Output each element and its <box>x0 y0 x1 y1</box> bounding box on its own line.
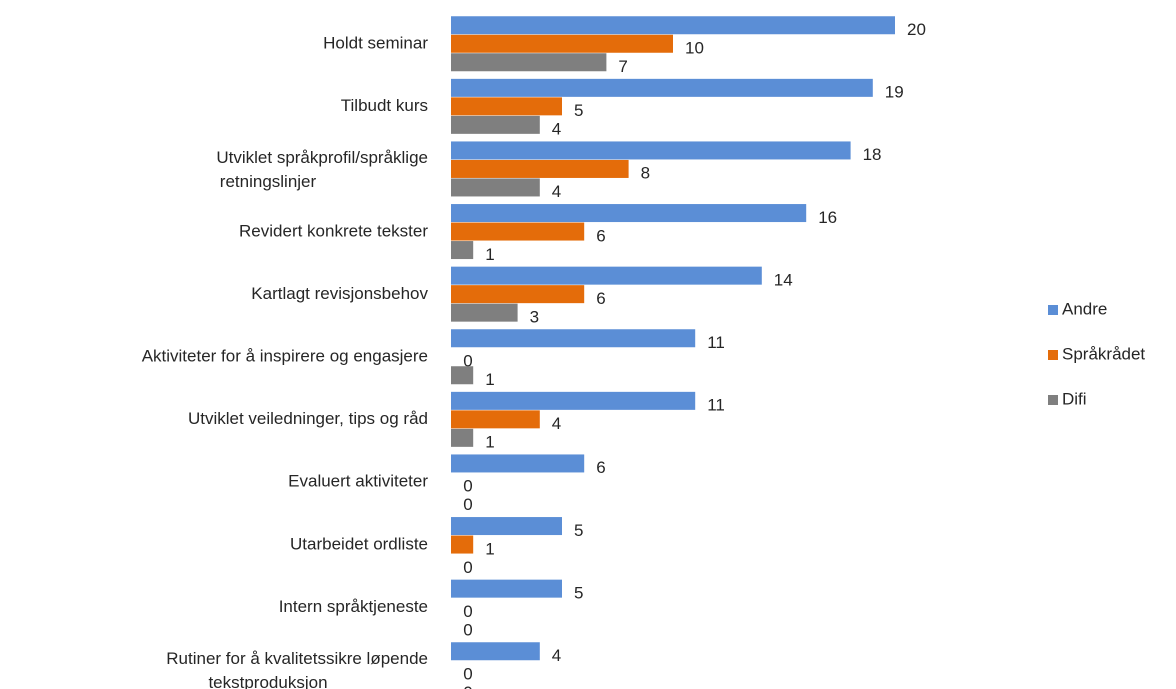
category-label: Utarbeidet ordliste <box>290 534 428 553</box>
bar <box>451 241 474 260</box>
value-label: 1 <box>485 539 494 558</box>
label-line: Utviklet språkprofil/språklige <box>216 149 428 168</box>
legend-swatch <box>1048 395 1058 405</box>
bar <box>451 285 585 304</box>
bar <box>451 410 540 429</box>
value-label: 18 <box>863 145 882 164</box>
value-label: 5 <box>574 101 583 120</box>
legend-swatch <box>1048 305 1058 315</box>
legend-label: Difi <box>1062 389 1087 408</box>
value-label: 4 <box>552 182 561 201</box>
value-label: 14 <box>774 270 793 289</box>
value-label: 1 <box>485 370 494 389</box>
value-label: 16 <box>818 208 837 227</box>
value-label: 19 <box>885 83 904 102</box>
value-label: 4 <box>552 414 561 433</box>
bar <box>451 579 562 598</box>
bar <box>451 178 540 197</box>
bar <box>451 16 895 35</box>
value-label: 0 <box>463 495 472 514</box>
value-label: 1 <box>485 245 494 264</box>
value-label: 3 <box>530 307 539 326</box>
bar <box>451 454 585 473</box>
label-line: tekstproduksjon <box>208 673 327 689</box>
category-label: Evaluert aktiviteter <box>288 472 428 491</box>
category-label: Kartlagt revisjonsbehov <box>251 284 428 303</box>
bar <box>451 141 851 160</box>
value-label: 6 <box>596 289 605 308</box>
bar <box>451 53 607 72</box>
bar <box>451 159 629 178</box>
bar <box>451 222 585 241</box>
bar <box>451 428 474 447</box>
category-label: Utviklet språkprofil/språklige retningsli… <box>216 149 428 192</box>
value-label: 6 <box>596 458 605 477</box>
value-label: 0 <box>463 558 472 577</box>
value-label: 4 <box>552 120 561 139</box>
bar <box>451 115 540 134</box>
value-label: 6 <box>596 226 605 245</box>
bar <box>451 642 540 661</box>
category-label: Utviklet veiledninger, tips og råd <box>188 409 428 428</box>
legend-swatch <box>1048 350 1058 360</box>
value-label: 4 <box>552 646 561 665</box>
category-label: Aktiviteter for å inspirere og engasjere <box>142 346 428 365</box>
bar <box>451 97 562 116</box>
value-label: 0 <box>463 351 472 370</box>
value-label: 1 <box>485 433 494 452</box>
bar <box>451 78 873 97</box>
value-label: 11 <box>707 396 725 415</box>
bar <box>451 535 474 554</box>
value-label: 8 <box>641 164 650 183</box>
category-label: Intern språktjeneste <box>279 597 428 616</box>
value-label: 11 <box>707 333 725 352</box>
value-label: 0 <box>463 602 472 621</box>
value-label: 5 <box>574 521 583 540</box>
bar <box>451 517 562 536</box>
value-label: 20 <box>907 20 926 39</box>
category-label: Revidert konkrete tekster <box>239 221 428 240</box>
bar <box>451 391 696 410</box>
label-line: Rutiner for å kvalitetssikre løpende <box>166 649 428 668</box>
bar <box>451 366 474 385</box>
label-line: retningslinjer <box>220 173 317 192</box>
category-label: Rutiner for å kvalitetssikre løpende teks… <box>166 649 428 689</box>
legend-label: Språkrådet <box>1062 344 1145 363</box>
bar <box>451 34 673 53</box>
value-label: 0 <box>463 620 472 639</box>
value-label: 5 <box>574 583 583 602</box>
legend-label: Andre <box>1062 299 1107 318</box>
bar <box>451 303 518 322</box>
value-label: 0 <box>463 683 472 689</box>
value-label: 0 <box>463 477 472 496</box>
value-label: 10 <box>685 38 704 57</box>
category-label: Holdt seminar <box>323 33 428 52</box>
value-label: 7 <box>618 57 627 76</box>
value-label: 0 <box>463 664 472 683</box>
category-label: Tilbudt kurs <box>341 96 428 115</box>
bar <box>451 204 807 223</box>
bar <box>451 329 696 348</box>
bar <box>451 266 762 285</box>
